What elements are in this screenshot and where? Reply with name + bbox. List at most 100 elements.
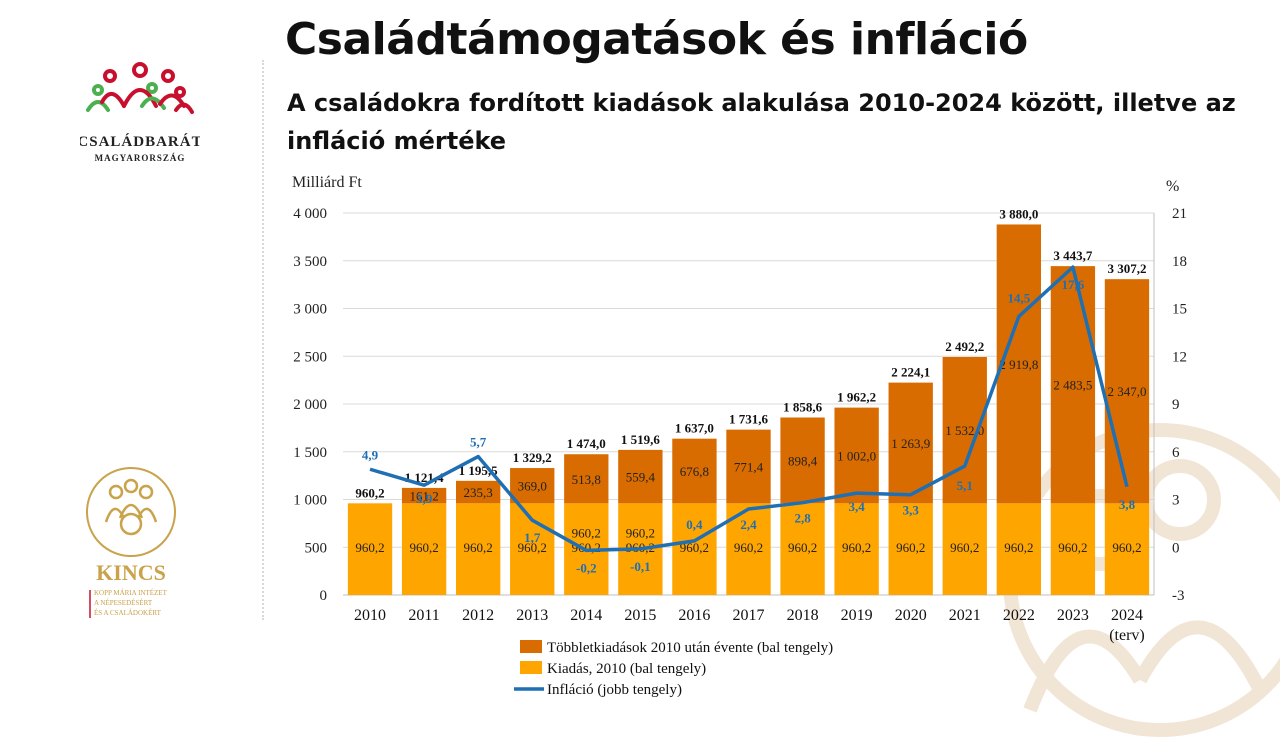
x-tick-label: 2013	[516, 607, 548, 624]
base-value-label: 960,2	[1058, 540, 1087, 555]
extra-value-label: 369,0	[518, 479, 547, 494]
total-value-label: 1 731,6	[729, 412, 769, 427]
bar-extra-2014	[564, 454, 609, 504]
base-value-label: 960,2	[788, 540, 817, 555]
left-tick-label: 500	[305, 540, 328, 556]
x-tick-sublabel: (terv)	[1109, 627, 1145, 644]
inflation-value-label: -0,1	[630, 559, 651, 574]
inflation-value-label: -0,2	[576, 560, 597, 575]
x-tick-label: 2014	[570, 607, 602, 624]
base-value-label: 960,2	[950, 540, 979, 555]
left-tick-label: 2 000	[293, 397, 327, 413]
total-value-label: 2 492,2	[945, 339, 984, 354]
right-tick-label: 12	[1172, 349, 1187, 365]
x-tick-label: 2023	[1057, 607, 1089, 624]
page-subtitle: A családokra fordított kiadások alakulás…	[287, 89, 1236, 155]
inflation-value-label: 3,4	[849, 499, 866, 514]
bar-extra-2013	[510, 468, 555, 504]
x-tick-label: 2010	[354, 607, 386, 624]
inflation-value-label: 5,1	[957, 478, 973, 493]
extra-value-label: 898,4	[788, 453, 818, 468]
bar-base-2023	[1050, 503, 1096, 595]
base-value-label: 960,2	[842, 540, 871, 555]
bar-base-2021	[942, 503, 987, 595]
left-tick-label: 3 500	[293, 254, 327, 270]
right-tick-label: 3	[1172, 493, 1180, 509]
x-tick-label: 2017	[733, 607, 765, 624]
bar-extra-2024	[1104, 279, 1150, 504]
extra-value-label: 513,8	[572, 472, 601, 487]
x-tick-label: 2020	[895, 607, 927, 624]
total-value-label: 3 880,0	[999, 206, 1038, 221]
x-tick-label: 2024	[1111, 607, 1143, 624]
extra-value-label: 771,4	[734, 459, 764, 474]
legend-swatch-extra	[520, 640, 542, 653]
right-tick-label: 0	[1172, 540, 1180, 556]
right-tick-label: 21	[1172, 206, 1187, 222]
total-value-label: 1 637,0	[675, 421, 714, 436]
right-tick-label: 9	[1172, 397, 1180, 413]
page-title: Családtámogatások és infláció	[285, 14, 1028, 65]
base-value-label: 960,2	[1112, 540, 1141, 555]
extra-value-label: 161,2	[409, 489, 438, 504]
base-value-label: 960,2	[896, 540, 925, 555]
bar-extra-2015	[618, 449, 663, 504]
bar-extra-2018	[780, 417, 825, 504]
x-tick-label: 2022	[1003, 607, 1035, 624]
legend-label-base: Kiadás, 2010 (bal tengely)	[547, 661, 706, 677]
inflation-line	[369, 265, 1129, 553]
right-tick-label: 6	[1172, 445, 1180, 461]
inflation-value-label: 2,4	[740, 517, 757, 532]
inner-base-label-2015: 960,2	[626, 525, 655, 540]
x-tick-label: 2012	[462, 607, 494, 624]
bar-extra-2022	[996, 224, 1042, 504]
left-tick-label: 1 500	[293, 445, 327, 461]
base-value-label: 960,2	[409, 540, 438, 555]
left-tick-label: 1 000	[293, 493, 327, 509]
total-value-label: 1 858,6	[783, 400, 823, 415]
x-tick-label: 2019	[841, 607, 873, 624]
inflation-value-label: 4,9	[362, 447, 379, 462]
logo-bottom-sub3: ÉS A CSALÁDOKÉRT	[94, 609, 162, 617]
extra-value-label: 559,4	[626, 470, 656, 485]
x-tick-label: 2015	[624, 607, 656, 624]
extra-value-label: 2 919,8	[999, 357, 1038, 372]
total-value-label: 1 329,2	[513, 450, 552, 465]
inflation-value-label: 3,3	[903, 503, 920, 518]
chart: 0 500 1 000 1 500 2 000 2 500 3 000 3 500 4 000 -…	[292, 174, 1187, 698]
x-tick-label: 2016	[678, 607, 710, 624]
logo-bottom-sub2: A NÉPESEDÉSÉRT	[94, 599, 153, 607]
inflation-value-label: 0,4	[686, 517, 703, 532]
inflation-value-label: 3,9	[416, 491, 433, 506]
left-tick-label: 4 000	[293, 206, 327, 222]
extra-value-label: 676,8	[680, 464, 709, 479]
total-value-label: 1 519,6	[621, 432, 661, 447]
inflation-value-label: 1,7	[524, 530, 541, 545]
right-tick-label: -3	[1172, 588, 1185, 604]
left-tick-label: 0	[320, 588, 328, 604]
total-value-label: 1 962,2	[837, 390, 876, 405]
bar-extra-2011	[401, 487, 447, 504]
left-axis-title: Milliárd Ft	[292, 174, 362, 191]
bar-base-2018	[780, 503, 825, 595]
bar-extra-2012	[455, 480, 501, 504]
bar-base-2011	[401, 503, 447, 595]
legend-label-extra: Többletkiadások 2010 után évente (bal te…	[547, 640, 833, 656]
legend-swatch-base	[520, 661, 542, 674]
right-tick-label: 18	[1172, 254, 1187, 270]
bar-extra-2017	[726, 429, 771, 504]
logo-bottom-sub1: KOPP MÁRIA INTÉZET	[94, 589, 168, 597]
base-value-label: 960,2	[1004, 540, 1033, 555]
bar-extra-2016	[672, 438, 717, 504]
bar-extra-2019	[834, 407, 879, 504]
total-value-label: 1 474,0	[567, 436, 606, 451]
logo-top-sub: MAGYARORSZÁG	[95, 153, 186, 163]
base-value-label: 960,2	[572, 540, 601, 555]
logo-top-name: CSALÁDBARÁT	[80, 133, 200, 150]
inner-base-label-2014: 960,2	[572, 525, 601, 540]
bar-base-2016	[672, 503, 717, 595]
kincs-logo: KINCS KOPP MÁRIA INTÉZET A NÉPESEDÉSÉRT …	[86, 467, 176, 618]
bar-base-2019	[834, 503, 879, 595]
x-tick-label: 2011	[408, 607, 439, 624]
bar-base-2020	[888, 503, 933, 595]
